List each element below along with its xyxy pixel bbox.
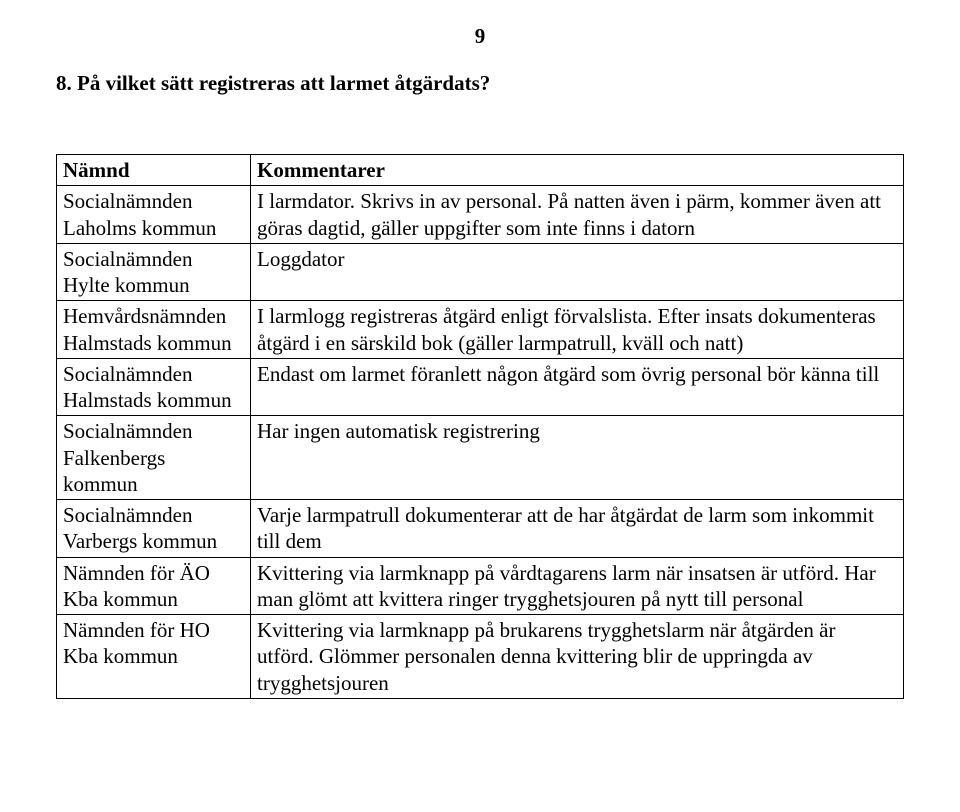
cell-namnd: Nämnden för ÄO Kba kommun — [57, 557, 251, 615]
cell-namnd: Socialnämnden Falkenbergs kommun — [57, 416, 251, 500]
cell-kommentar: Loggdator — [251, 243, 904, 301]
header-namnd: Nämnd — [57, 155, 251, 186]
question-heading: 8. På vilket sätt registreras att larmet… — [56, 71, 904, 96]
cell-kommentar: Endast om larmet föranlett någon åtgärd … — [251, 358, 904, 416]
cell-kommentar: Kvittering via larmknapp på vårdtagarens… — [251, 557, 904, 615]
cell-namnd: Socialnämnden Laholms kommun — [57, 186, 251, 244]
header-kommentarer: Kommentarer — [251, 155, 904, 186]
table-row: Socialnämnden Hylte kommun Loggdator — [57, 243, 904, 301]
cell-kommentar: I larmdator. Skrivs in av personal. På n… — [251, 186, 904, 244]
table-row: Hemvårdsnämnden Halmstads kommun I larml… — [57, 301, 904, 359]
cell-namnd: Hemvårdsnämnden Halmstads kommun — [57, 301, 251, 359]
comments-table: Nämnd Kommentarer Socialnämnden Laholms … — [56, 154, 904, 699]
table-row: Nämnden för HO Kba kommun Kvittering via… — [57, 615, 904, 699]
table-row: Socialnämnden Falkenbergs kommun Har ing… — [57, 416, 904, 500]
table-row: Nämnden för ÄO Kba kommun Kvittering via… — [57, 557, 904, 615]
cell-namnd: Socialnämnden Halmstads kommun — [57, 358, 251, 416]
cell-kommentar: Kvittering via larmknapp på brukarens tr… — [251, 615, 904, 699]
cell-namnd: Nämnden för HO Kba kommun — [57, 615, 251, 699]
document-page: 9 8. På vilket sätt registreras att larm… — [0, 0, 960, 812]
cell-kommentar: I larmlogg registreras åtgärd enligt för… — [251, 301, 904, 359]
table-header-row: Nämnd Kommentarer — [57, 155, 904, 186]
table-row: Socialnämnden Halmstads kommun Endast om… — [57, 358, 904, 416]
cell-kommentar: Har ingen automatisk registrering — [251, 416, 904, 500]
cell-namnd: Socialnämnden Varbergs kommun — [57, 500, 251, 558]
table-row: Socialnämnden Laholms kommun I larmdator… — [57, 186, 904, 244]
cell-kommentar: Varje larmpatrull dokumenterar att de ha… — [251, 500, 904, 558]
page-number: 9 — [56, 24, 904, 49]
cell-namnd: Socialnämnden Hylte kommun — [57, 243, 251, 301]
table-row: Socialnämnden Varbergs kommun Varje larm… — [57, 500, 904, 558]
